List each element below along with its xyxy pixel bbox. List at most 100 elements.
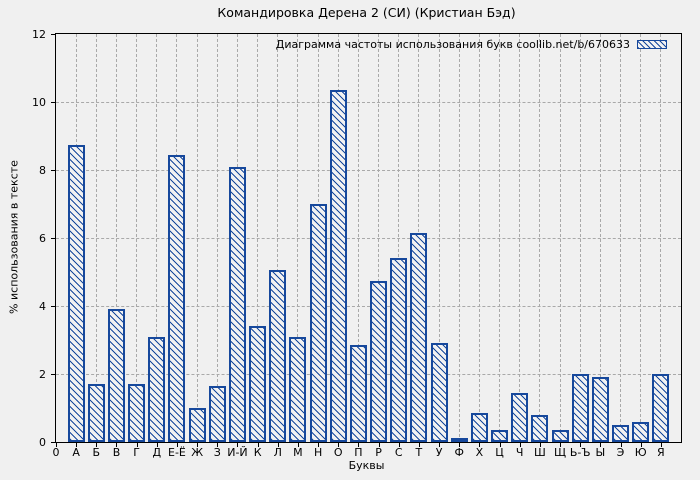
x-tick-label: Х: [475, 446, 484, 459]
x-tick-label: Л: [273, 446, 282, 459]
bar-Ь-Ъ: [571, 374, 589, 442]
x-axis-tick: [620, 443, 622, 447]
x-axis-tick: [519, 443, 521, 447]
x-axis-tick: [76, 443, 78, 447]
x-axis-tick: [96, 443, 98, 447]
y-tick-label: 6: [39, 231, 46, 245]
gridline-v: [156, 34, 158, 442]
gridline-v: [196, 34, 198, 442]
x-axis-tick: [479, 443, 481, 447]
x-axis-tick: [56, 443, 57, 447]
x-axis-tick: [338, 443, 340, 447]
x-tick-label: Ы: [595, 446, 606, 459]
x-tick-label: В: [112, 446, 121, 459]
bar-Я: [652, 374, 670, 442]
bar-Щ: [551, 430, 569, 442]
bar-А: [67, 144, 85, 442]
y-axis-tick: [51, 34, 55, 35]
bar-С: [390, 258, 408, 442]
bar-У: [430, 343, 448, 442]
x-tick-label: Ф: [454, 446, 464, 459]
x-axis-tick: [116, 443, 118, 447]
x-tick-label: М: [293, 446, 303, 459]
y-tick-label: 10: [32, 95, 46, 109]
x-axis-tick: [660, 443, 662, 447]
x-axis-tick: [257, 443, 259, 447]
y-axis-tick: [51, 374, 55, 375]
bar-В: [107, 309, 125, 442]
bar-К: [249, 326, 267, 442]
x-tick-label: Р: [375, 446, 382, 459]
legend: Диаграмма частоты использования букв coo…: [276, 38, 667, 51]
gridline-v: [378, 34, 380, 442]
gridline-h: [56, 305, 681, 307]
bar-Ж: [188, 408, 206, 442]
gridline-v: [257, 34, 259, 442]
bar-Х: [470, 413, 488, 442]
x-axis-tick: [318, 443, 320, 447]
x-axis-tick: [358, 443, 360, 447]
x-tick-label: Г: [133, 446, 140, 459]
y-axis-tick: [51, 442, 55, 443]
gridline-v: [519, 34, 521, 442]
x-tick-label: З: [213, 446, 221, 459]
y-tick-label: 0: [39, 435, 46, 449]
x-axis-tick: [217, 443, 219, 447]
gridline-h: [56, 169, 681, 171]
x-axis-tick: [600, 443, 602, 447]
gridline-h: [56, 101, 681, 103]
bar-Ч: [511, 392, 529, 442]
gridline-v: [559, 34, 561, 442]
gridline-v: [115, 34, 117, 442]
plot-area: Диаграмма частоты использования букв coo…: [55, 33, 682, 443]
bar-М: [289, 336, 307, 442]
bar-Ы: [591, 377, 609, 442]
gridline-h: [56, 237, 681, 239]
x-axis-tick: [580, 443, 582, 447]
gridline-v: [539, 34, 541, 442]
x-tick-label: Ь-Ъ: [569, 446, 591, 459]
y-tick-label: 8: [39, 163, 46, 177]
x-axis-tick: [398, 443, 400, 447]
bar-Г: [128, 384, 146, 442]
x-tick-label: Е-Ё: [168, 446, 186, 459]
y-axis-tick: [51, 238, 55, 239]
x-axis-tick: [176, 443, 178, 447]
y-axis-tick: [51, 102, 55, 103]
gridline-v: [620, 34, 622, 442]
bar-З: [208, 385, 226, 442]
x-tick-label: К: [253, 446, 262, 459]
x-axis-tick: [237, 443, 239, 447]
x-tick-label: А: [72, 446, 80, 459]
x-tick-label: Э: [616, 446, 625, 459]
gridline-v: [478, 34, 480, 442]
chart-title: Командировка Дерена 2 (СИ) (Кристиан Бэд…: [217, 5, 516, 20]
gridline-v: [579, 34, 581, 442]
y-axis-tick: [51, 306, 55, 307]
bar-Л: [269, 270, 287, 442]
x-tick-label: Н: [313, 446, 323, 459]
gridline-v: [95, 34, 97, 442]
bar-Е-Ё: [168, 154, 186, 442]
x-axis-tick: [640, 443, 642, 447]
bar-Э: [612, 425, 630, 442]
x-axis-tick: [499, 443, 501, 447]
y-tick-label: 12: [32, 27, 46, 41]
y-tick-label: 2: [39, 367, 46, 381]
x-tick-label: П: [354, 446, 363, 459]
bar-Р: [370, 280, 388, 442]
x-axis-tick: [136, 443, 138, 447]
x-tick-label: Ш: [533, 446, 546, 459]
legend-label: Диаграмма частоты использования букв coo…: [275, 38, 630, 51]
x-tick-label: Ж: [191, 446, 204, 459]
gridline-v: [136, 34, 138, 442]
gridline-v: [660, 34, 662, 442]
x-axis-tick: [297, 443, 299, 447]
bar-Ш: [531, 414, 549, 442]
gridline-v: [398, 34, 400, 442]
bar-Ю: [632, 421, 650, 442]
x-tick-label: Щ: [554, 446, 567, 459]
x-tick-label: Д: [152, 446, 162, 459]
gridline-v: [640, 34, 642, 442]
